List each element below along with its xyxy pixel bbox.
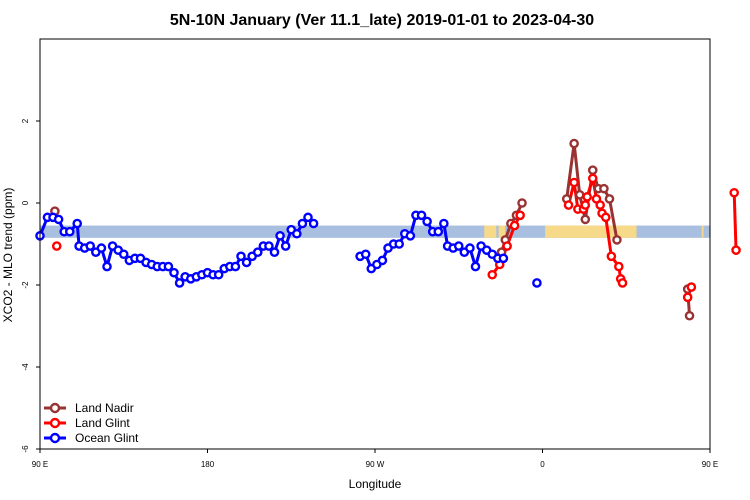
ocean-glint-point (169, 267, 179, 278)
land-glint-point (515, 210, 525, 221)
land-glint-point (595, 200, 605, 210)
ocean-glint-point (433, 226, 444, 237)
land-nadir-point (587, 165, 598, 175)
x-tick-label: 0 (540, 460, 545, 469)
ocean-glint-point (64, 226, 75, 237)
ocean-glint-point (422, 216, 432, 227)
x-axis: 90 E 180 90 W 0 90 E (32, 449, 718, 469)
x-axis-label: Longitude (349, 477, 402, 491)
ocean-glint-point (297, 218, 308, 229)
y-tick-label: -6 (21, 445, 30, 453)
land-band-2 (545, 225, 637, 238)
land-nadir-point (612, 235, 622, 245)
x-tick-label: 90 E (32, 460, 48, 469)
land-band-1 (498, 225, 506, 238)
land-glint-line (732, 192, 738, 251)
legend-label-land-glint: Land Glint (75, 416, 130, 430)
land-glint-point (729, 187, 739, 198)
legend-marker-land-nadir (49, 402, 61, 414)
land-glint-point (487, 269, 498, 280)
ocean-glint-point (498, 253, 509, 264)
ocean-glint-point (453, 241, 464, 251)
ocean-glint-point (72, 218, 83, 229)
land-nadir-point (580, 214, 591, 225)
ocean-band (40, 225, 710, 238)
land-glint-point (582, 192, 592, 202)
ocean-glint-point (85, 241, 96, 251)
land-glint-point (580, 200, 591, 210)
ocean-glint-point (102, 261, 112, 272)
chart-title: 5N-10N January (Ver 11.1_late) 2019-01-0… (170, 12, 594, 29)
series-layer (35, 138, 741, 321)
y-tick-label: 0 (21, 200, 30, 205)
ocean-glint-point (292, 228, 302, 239)
ocean-glint-point (269, 247, 280, 257)
ocean-glint-point (174, 278, 185, 288)
y-axis: -6 -4 -2 0 2 (21, 118, 40, 453)
legend-label-ocean-glint: Ocean Glint (75, 431, 139, 445)
ocean-glint-point (465, 243, 475, 253)
y-axis-label: XCO2 - MLO trend (ppm) (1, 188, 15, 323)
land-glint-point (731, 245, 741, 255)
ocean-glint-point (230, 261, 241, 272)
ocean-glint-point (118, 249, 129, 260)
ocean-glint-point (236, 251, 246, 262)
land-glint-point (587, 173, 598, 184)
land-band-3 (701, 225, 704, 238)
legend-marker-ocean-glint (49, 432, 61, 444)
legend-label-land-nadir: Land Nadir (75, 401, 134, 415)
ocean-glint-point (275, 230, 285, 241)
land-glint-point (686, 282, 697, 292)
land-nadir-point (604, 194, 615, 204)
land-glint-point (509, 220, 520, 231)
land-glint-point (502, 241, 512, 251)
ocean-glint-point (264, 241, 274, 251)
land-nadir-point (574, 189, 585, 200)
x-tick-label: 90 E (702, 460, 718, 469)
ocean-glint-point (439, 218, 449, 229)
y-tick-label: -4 (21, 363, 30, 371)
land-glint-point (682, 292, 693, 303)
x-tick-label: 90 W (366, 460, 385, 469)
land-nadir-point (684, 310, 695, 321)
ocean-glint-point (394, 239, 404, 249)
land-nadir-point (569, 138, 579, 149)
ocean-glint-point (360, 249, 371, 260)
ocean-glint-point (303, 212, 313, 223)
ocean-glint-point (280, 241, 291, 251)
x-tick-label: 180 (201, 460, 215, 469)
ocean-glint-point (241, 257, 252, 268)
ocean-glint-point (252, 247, 263, 257)
y-tick-label: 2 (21, 118, 30, 123)
land-glint-point (51, 241, 62, 251)
ocean-glint-point (532, 278, 542, 288)
y-tick-label: -2 (21, 281, 30, 289)
ocean-glint-point (308, 218, 319, 229)
ocean-glint-point (416, 210, 427, 221)
ocean-glint-point (53, 214, 64, 225)
ocean-glint-point (470, 261, 481, 272)
land-glint-point (614, 261, 624, 272)
land-glint-point (606, 251, 617, 262)
legend-marker-land-glint (49, 417, 61, 429)
land-glint-point (569, 177, 579, 188)
ocean-glint-point (96, 243, 107, 253)
ocean-glint-point (163, 261, 174, 272)
ocean-glint-point (377, 255, 388, 266)
land-nadir-point (517, 198, 527, 208)
land-glint-point (563, 200, 574, 210)
land-glint-point (617, 278, 628, 288)
land-glint-point (600, 212, 611, 223)
ocean-glint-point (405, 230, 416, 241)
land-band-0 (484, 225, 497, 238)
ocean-glint-point (213, 269, 224, 280)
land-nadir-point (599, 183, 609, 194)
